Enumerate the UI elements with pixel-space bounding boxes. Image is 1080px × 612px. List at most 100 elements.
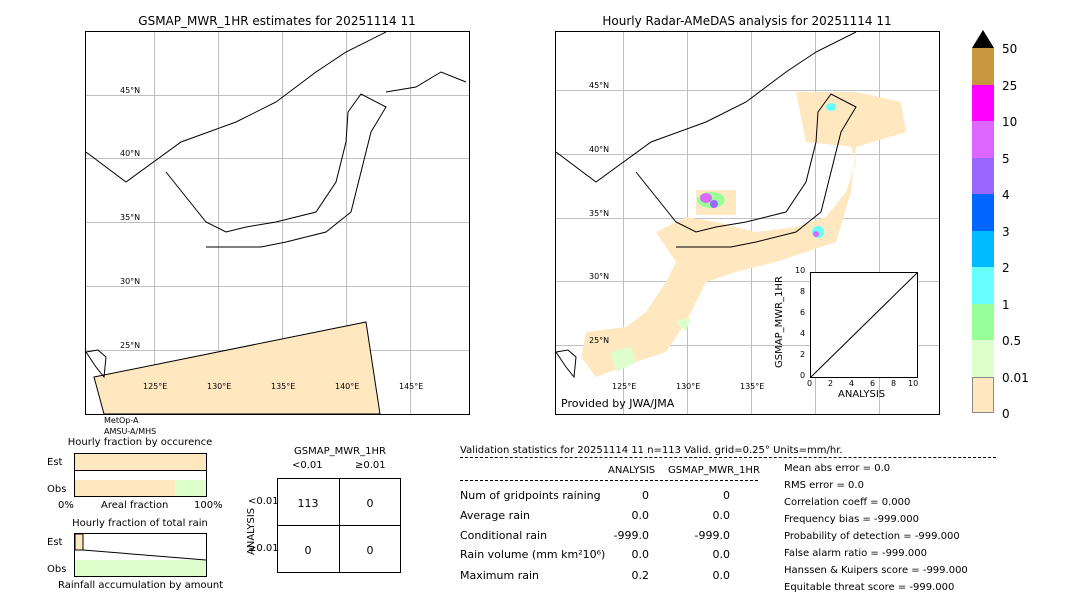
right-lat-label: 45°N <box>589 81 610 90</box>
right-map-rain <box>556 32 906 379</box>
fraction-row-label: Obs <box>47 564 67 575</box>
left-lat-label: 35°N <box>120 213 141 222</box>
scatter-xtick: 6 <box>870 379 876 388</box>
colorbar-segment <box>972 194 994 231</box>
contingency-cell: 0 <box>366 544 374 557</box>
contingency-cell: 0 <box>366 497 374 510</box>
validation-divider <box>460 480 758 481</box>
obs-fraction-bar <box>75 480 175 496</box>
left-lon-label: 145°E <box>399 382 424 391</box>
left-lon-label: 140°E <box>335 382 360 391</box>
fraction-axis-max: 100% <box>194 500 223 511</box>
left-map: 45°N 40°N 35°N 30°N 25°N 125°E 130°E 135… <box>85 31 470 415</box>
colorbar-segment <box>972 231 994 267</box>
scatter-ytick: 8 <box>800 287 806 296</box>
fraction-row-label: Est <box>47 537 63 548</box>
validation-header: Validation statistics for 20251114 11 n=… <box>460 445 843 456</box>
scatter-xtick: 8 <box>891 379 897 388</box>
validation-divider <box>460 457 996 458</box>
validation-col-header: ANALYSIS <box>608 465 656 476</box>
fraction-total-title: Hourly fraction of total rain <box>72 518 208 529</box>
colorbar-label: 4 <box>1002 188 1010 202</box>
left-map-land <box>86 32 467 414</box>
colorbar-label: 0.5 <box>1002 334 1022 348</box>
score-line: Probability of detection = -999.000 <box>784 531 960 542</box>
right-lat-label: 40°N <box>589 145 610 154</box>
fraction-axis-label: Areal fraction <box>101 500 169 511</box>
left-lon-label: 135°E <box>271 382 296 391</box>
score-line: Mean abs error = 0.0 <box>784 463 891 474</box>
scatter-xtick: 10 <box>908 379 919 388</box>
contingency-title: GSMAP_MWR_1HR <box>294 446 386 457</box>
satellite-label: MetOp-A <box>104 416 139 425</box>
left-lat-label: 40°N <box>120 149 141 158</box>
scatter-xlabel: ANALYSIS <box>838 389 886 400</box>
right-lat-label: 25°N <box>589 336 610 345</box>
fraction-row-label: Est <box>47 457 63 468</box>
satellite-label: AMSU-A/MHS <box>104 427 157 436</box>
contingency-col-header: <0.01 <box>292 460 323 471</box>
colorbar-label: 3 <box>1002 225 1010 239</box>
fraction-axis-min: 0% <box>58 500 74 511</box>
fraction-row-label: Obs <box>47 484 67 495</box>
stat-gsmap-value: 0.0 <box>712 509 731 522</box>
scatter-diagonal <box>810 272 918 378</box>
validation-col-header: GSMAP_MWR_1HR <box>668 465 760 476</box>
right-map: 45°N 40°N 35°N 30°N 25°N 125°E 130°E 135… <box>555 31 940 415</box>
stat-gsmap-value: 0 <box>723 489 730 502</box>
contingency-grid: 113 0 0 0 <box>277 478 401 573</box>
left-lat-label: 45°N <box>120 86 141 95</box>
colorbar-segment <box>972 304 994 340</box>
colorbar-segment <box>972 158 994 194</box>
stat-analysis-value: 0 <box>642 489 649 502</box>
scatter-inset <box>810 272 918 378</box>
colorbar-label: 0.01 <box>1002 371 1029 385</box>
colorbar-label: 50 <box>1002 42 1018 56</box>
colorbar-label: 25 <box>1002 79 1018 93</box>
stat-analysis-value: 0.0 <box>631 509 650 522</box>
right-lon-label: 125°E <box>612 382 637 391</box>
score-line: Equitable threat score = -999.000 <box>784 582 955 593</box>
colorbar-label: 2 <box>1002 261 1010 275</box>
left-lat-label: 25°N <box>120 341 141 350</box>
right-map-title: Hourly Radar-AMeDAS analysis for 2025111… <box>602 14 892 28</box>
scatter-xtick: 2 <box>828 379 834 388</box>
colorbar-label: 10 <box>1002 115 1018 129</box>
scatter-xtick: 4 <box>849 379 855 388</box>
right-lon-label: 130°E <box>676 382 701 391</box>
obs-fraction-rain-bar <box>175 480 206 496</box>
stat-analysis-value: 0.0 <box>631 548 650 561</box>
colorbar: 50 25 10 5 4 3 2 1 0.5 0.01 0 <box>972 30 1032 421</box>
right-lon-label: 135°E <box>740 382 765 391</box>
fraction-occurrence-title: Hourly fraction by occurence <box>67 437 213 448</box>
left-map-title: GSMAP_MWR_1HR estimates for 20251114 11 <box>138 14 416 28</box>
fraction-occurrence-box <box>74 453 207 497</box>
score-line: Hanssen & Kuipers score = -999.000 <box>784 565 968 576</box>
est-fraction-bar <box>75 454 206 471</box>
stat-row-label: Average rain <box>460 509 530 522</box>
contingency-cell: 0 <box>304 544 312 557</box>
contingency-row-header: ≥0.01 <box>248 543 279 554</box>
scatter-ytick: 6 <box>800 308 806 317</box>
stat-gsmap-value: 0.0 <box>712 548 731 561</box>
stat-gsmap-value: -999.0 <box>694 529 730 542</box>
colorbar-extend-arrow <box>972 30 994 48</box>
colorbar-label: 0 <box>1002 407 1010 421</box>
left-lat-label: 30°N <box>120 277 141 286</box>
stat-row-label: Maximum rain <box>460 569 539 582</box>
left-lon-label: 130°E <box>207 382 232 391</box>
scatter-ytick: 10 <box>795 266 806 275</box>
right-lat-label: 35°N <box>589 209 610 218</box>
colorbar-segment <box>972 48 994 85</box>
score-line: False alarm ratio = -999.000 <box>784 548 927 559</box>
data-credit: Provided by JWA/JMA <box>561 397 675 410</box>
scatter-ytick: 2 <box>800 350 806 359</box>
colorbar-label: 5 <box>1002 152 1010 166</box>
scatter-ytick: 0 <box>800 371 806 380</box>
score-line: RMS error = 0.0 <box>784 480 864 491</box>
stat-analysis-value: 0.2 <box>631 569 650 582</box>
fraction-total-box <box>74 533 207 577</box>
fraction-total-footer: Rainfall accumulation by amount <box>58 580 224 591</box>
contingency-col-header: ≥0.01 <box>355 460 386 471</box>
colorbar-segment <box>972 267 994 304</box>
